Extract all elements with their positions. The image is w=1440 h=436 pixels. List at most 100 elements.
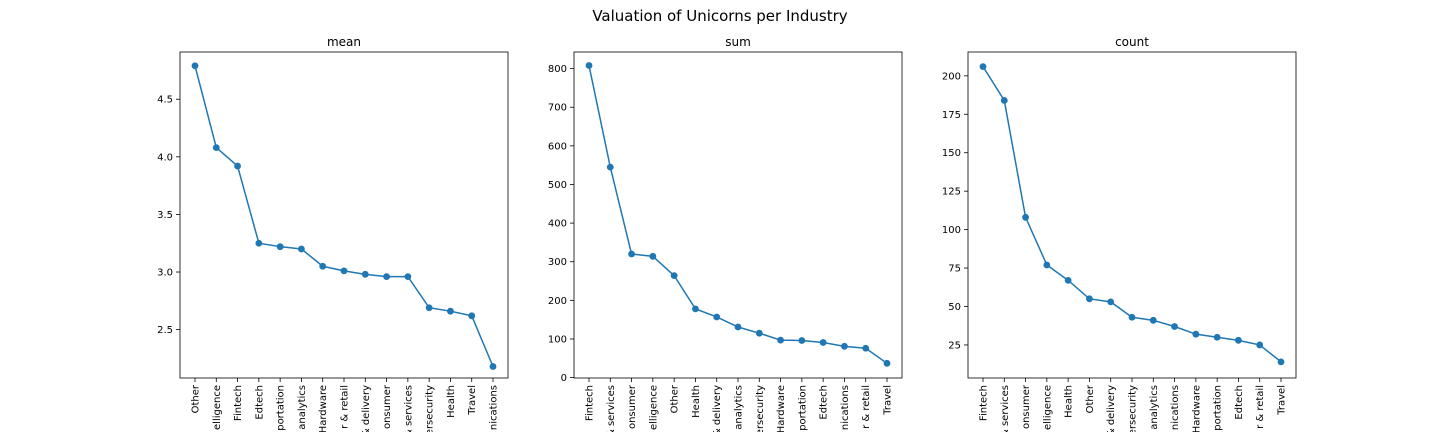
x-tick-label: & delivery [1106,385,1117,432]
data-point[interactable] [1213,333,1221,341]
x-tick-label: Hardware [776,385,787,432]
y-tick-label: 75 [948,264,961,275]
data-point[interactable] [255,239,263,247]
x-tick-label: Fintech [233,385,244,421]
data-point[interactable] [819,339,827,346]
subplot-mean: mean 2.5 3.0 3.5 4.0 4.5 Other elligence Fintech… [157,35,509,436]
data-point[interactable] [734,323,742,331]
data-point[interactable] [447,307,454,315]
data-point[interactable] [713,313,721,321]
x-tick-label: ersecurity [755,385,766,432]
subplot-title: sum [725,35,751,49]
x-tick-label: Travel [1277,385,1288,416]
y-tick-label: 50 [948,302,961,313]
data-point[interactable] [883,359,891,367]
axes-frame [179,51,509,379]
x-tick-label: & services [1000,385,1011,432]
data-point[interactable] [841,342,848,350]
data-point[interactable] [649,252,657,260]
data-point[interactable] [692,305,699,313]
data-point[interactable] [425,304,433,312]
data-point[interactable] [1000,97,1008,104]
data-point[interactable] [1192,330,1200,338]
x-tick-label: portation [276,385,287,431]
data-point[interactable] [979,63,987,71]
y-tick-label: 200 [548,296,567,307]
x-tick-label: onsumer [1021,384,1032,429]
y-tick-label: 500 [548,180,567,191]
series-line [588,65,888,364]
data-point[interactable] [191,62,199,70]
x-tick-label: Travel [467,385,478,416]
y-tick-label: 600 [548,141,567,152]
data-point[interactable] [1149,316,1157,324]
x-tick-label: portation [1213,385,1224,431]
y-tick-label: 400 [548,219,567,230]
data-point[interactable] [468,312,476,320]
y-tick-label: 100 [548,334,567,345]
x-tick-label: r & retail [1255,385,1266,429]
x-tick-label: elligence [648,385,659,430]
data-point[interactable] [1235,336,1242,344]
x-tick-label: Fintech [979,385,990,421]
x-tick-label: r & retail [340,385,351,429]
data-point[interactable] [1128,313,1136,321]
x-tick-label: elligence [212,385,223,430]
x-tick-label: Health [691,385,702,418]
data-point[interactable] [1022,213,1029,221]
x-tick-label: Health [446,385,457,418]
x-tick-label: Edtech [819,385,830,420]
data-point[interactable] [340,267,348,275]
x-tick-label: r & retail [861,385,872,429]
y-tick-label: 700 [548,103,567,114]
y-tick-label: 3.0 [157,268,173,279]
data-point[interactable] [862,344,870,352]
x-tick-label: Other [191,384,202,413]
x-tick-label: analytics [297,385,308,430]
data-point[interactable] [1107,298,1115,306]
x-tick-label: nications [1170,385,1181,430]
data-point[interactable] [212,144,220,152]
x-tick-label: Other [1085,384,1096,413]
y-tick-label: 125 [942,187,961,198]
y-tick-label: 2.5 [157,325,173,336]
x-tick-label: nications [840,385,851,430]
data-point[interactable] [1043,261,1051,269]
y-tick-label: 25 [948,340,961,351]
data-point[interactable] [319,262,327,270]
data-point[interactable] [585,62,593,69]
x-tick-label: Edtech [254,385,265,420]
x-tick-label: Health [1064,385,1075,418]
axes-frame [573,51,903,379]
data-point[interactable] [1171,323,1178,330]
data-point[interactable] [628,250,635,258]
x-tick-label: Fintech [585,385,596,421]
data-point[interactable] [1086,295,1093,303]
data-point[interactable] [489,363,497,370]
data-point[interactable] [1064,276,1072,284]
x-tick-label: analytics [734,385,745,430]
x-tick-label: & services [606,385,617,432]
x-tick-label: Hardware [318,385,329,432]
data-point[interactable] [361,270,369,278]
x-tick-label: & delivery [712,385,723,432]
y-tick-label: 800 [548,64,567,75]
data-point[interactable] [298,245,305,253]
data-point[interactable] [777,336,784,344]
x-tick-label: ersecurity [1128,385,1139,432]
data-point[interactable] [798,337,806,344]
data-point[interactable] [383,273,390,281]
x-tick-label: Other [670,384,681,413]
data-point[interactable] [1277,358,1285,366]
data-point[interactable] [670,272,678,280]
data-point[interactable] [234,162,241,170]
data-point[interactable] [606,163,614,171]
data-point[interactable] [755,329,763,337]
data-point[interactable] [276,243,284,251]
x-tick-label: onsumer [382,384,393,429]
data-point[interactable] [1256,341,1264,349]
series-line [194,65,494,367]
data-point[interactable] [404,273,412,281]
